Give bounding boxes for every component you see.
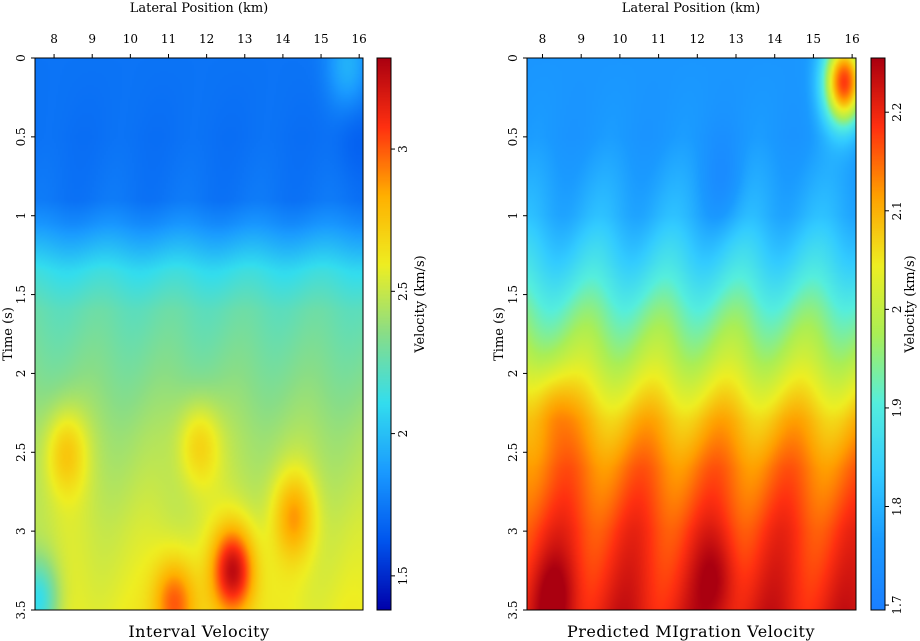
interval-velocity-x-tick-label: 15 bbox=[313, 32, 328, 46]
migration-velocity-colorbar-tick-label: 2.2 bbox=[890, 103, 904, 122]
interval-velocity-x-tick-label: 8 bbox=[50, 32, 58, 46]
interval-velocity-colorbar-tick-label: 3 bbox=[396, 145, 410, 153]
migration-velocity-x-tick-label: 10 bbox=[612, 32, 627, 46]
interval-velocity-colorbar-tick-label: 2.5 bbox=[396, 282, 410, 301]
migration-velocity-colorbar-tick-label: 1.8 bbox=[890, 497, 904, 516]
migration-velocity-x-tick-label: 14 bbox=[767, 32, 783, 46]
interval-velocity-colorbar-tick-label: 1.5 bbox=[396, 566, 410, 585]
migration-velocity-colorbar-tick-label: 1.7 bbox=[890, 596, 904, 615]
migration-velocity-x-axis-label: Lateral Position (km) bbox=[622, 1, 761, 16]
migration-velocity-y-tick-label: 0.5 bbox=[506, 127, 520, 146]
migration-velocity-x-tick-label: 12 bbox=[690, 32, 705, 46]
interval-velocity-panel: 8 9 10 11 12 13 14 15 16 0 0.5 1 1.5 2 2.5 3 3.5 Latera… bbox=[1, 1, 428, 641]
migration-velocity-y-tick-label: 0 bbox=[506, 54, 520, 62]
interval-velocity-x-tick-label: 14 bbox=[275, 32, 291, 46]
interval-velocity-title: Interval Velocity bbox=[128, 622, 269, 641]
interval-velocity-x-tick-label: 12 bbox=[199, 32, 214, 46]
migration-velocity-y-axis-label: Time (s) bbox=[492, 307, 507, 361]
migration-velocity-colorbar-ticks: 1.7 1.8 1.9 2 2.1 2.2 bbox=[885, 103, 904, 615]
interval-velocity-plot-frame bbox=[34, 57, 364, 611]
interval-velocity-y-tick-label: 2.5 bbox=[14, 443, 28, 462]
interval-velocity-y-tick-label: 3.5 bbox=[14, 600, 28, 619]
migration-velocity-x-tick-label: 13 bbox=[728, 32, 743, 46]
interval-velocity-colorbar-tick-label: 2 bbox=[396, 430, 410, 438]
migration-velocity-y-tick-label: 1 bbox=[506, 212, 520, 220]
migration-velocity-x-tick-label: 8 bbox=[539, 32, 547, 46]
interval-velocity-y-tick-label: 3 bbox=[14, 527, 28, 535]
migration-velocity-colorbar-frame bbox=[870, 57, 886, 611]
interval-velocity-colorbar-ticks: 1.5 2 2.5 3 bbox=[391, 145, 410, 585]
migration-velocity-colorbar bbox=[871, 58, 885, 610]
interval-velocity-y-axis-label: Time (s) bbox=[1, 307, 16, 361]
migration-velocity-x-tick-label: 16 bbox=[844, 32, 859, 46]
migration-velocity-y-tick-label: 2.5 bbox=[506, 443, 520, 462]
migration-velocity-y-tick-label: 3.5 bbox=[506, 600, 520, 619]
interval-velocity-colorbar bbox=[377, 58, 391, 610]
migration-velocity-colorbar-tick-label: 2.1 bbox=[890, 201, 904, 220]
migration-velocity-y-ticks: 0 0.5 1 1.5 2 2.5 3 3.5 bbox=[506, 54, 527, 620]
interval-velocity-x-tick-label: 16 bbox=[352, 32, 367, 46]
migration-velocity-y-tick-label: 1.5 bbox=[506, 285, 520, 304]
interval-velocity-x-tick-label: 9 bbox=[88, 32, 96, 46]
migration-velocity-x-tick-label: 15 bbox=[806, 32, 821, 46]
migration-velocity-colorbar-tick-label: 1.9 bbox=[890, 398, 904, 417]
migration-velocity-x-tick-label: 11 bbox=[651, 32, 666, 46]
interval-velocity-x-tick-label: 13 bbox=[237, 32, 252, 46]
interval-velocity-y-tick-label: 0.5 bbox=[14, 127, 28, 146]
migration-velocity-x-ticks: 8 9 10 11 12 13 14 15 16 bbox=[539, 32, 860, 58]
interval-velocity-y-tick-label: 0 bbox=[14, 54, 28, 62]
interval-velocity-y-tick-label: 2 bbox=[14, 370, 28, 378]
migration-velocity-colorbar-tick-label: 2 bbox=[890, 306, 904, 314]
interval-velocity-x-axis-label: Lateral Position (km) bbox=[130, 1, 269, 16]
interval-velocity-heatmap bbox=[35, 58, 363, 610]
interval-velocity-y-tick-label: 1.5 bbox=[14, 285, 28, 304]
migration-velocity-heatmap bbox=[527, 58, 856, 610]
interval-velocity-colorbar-label: Velocity (km/s) bbox=[413, 255, 428, 353]
migration-velocity-y-tick-label: 2 bbox=[506, 370, 520, 378]
interval-velocity-y-ticks: 0 0.5 1 1.5 2 2.5 3 3.5 bbox=[14, 54, 35, 620]
interval-velocity-y-tick-label: 1 bbox=[14, 212, 28, 220]
migration-velocity-title: Predicted MIgration Velocity bbox=[567, 622, 815, 641]
migration-velocity-colorbar-label: Velocity (km/s) bbox=[903, 255, 918, 353]
interval-velocity-x-tick-label: 10 bbox=[123, 32, 138, 46]
migration-velocity-panel: 8 9 10 11 12 13 14 15 16 0 0.5 1 1.5 2 2.5 3 3.5 Latera… bbox=[492, 1, 918, 641]
migration-velocity-plot-frame bbox=[526, 57, 857, 611]
migration-velocity-y-tick-label: 3 bbox=[506, 527, 520, 535]
migration-velocity-x-tick-label: 9 bbox=[577, 32, 585, 46]
interval-velocity-colorbar-frame bbox=[376, 57, 392, 611]
interval-velocity-x-ticks: 8 9 10 11 12 13 14 15 16 bbox=[50, 32, 367, 58]
interval-velocity-x-tick-label: 11 bbox=[161, 32, 176, 46]
